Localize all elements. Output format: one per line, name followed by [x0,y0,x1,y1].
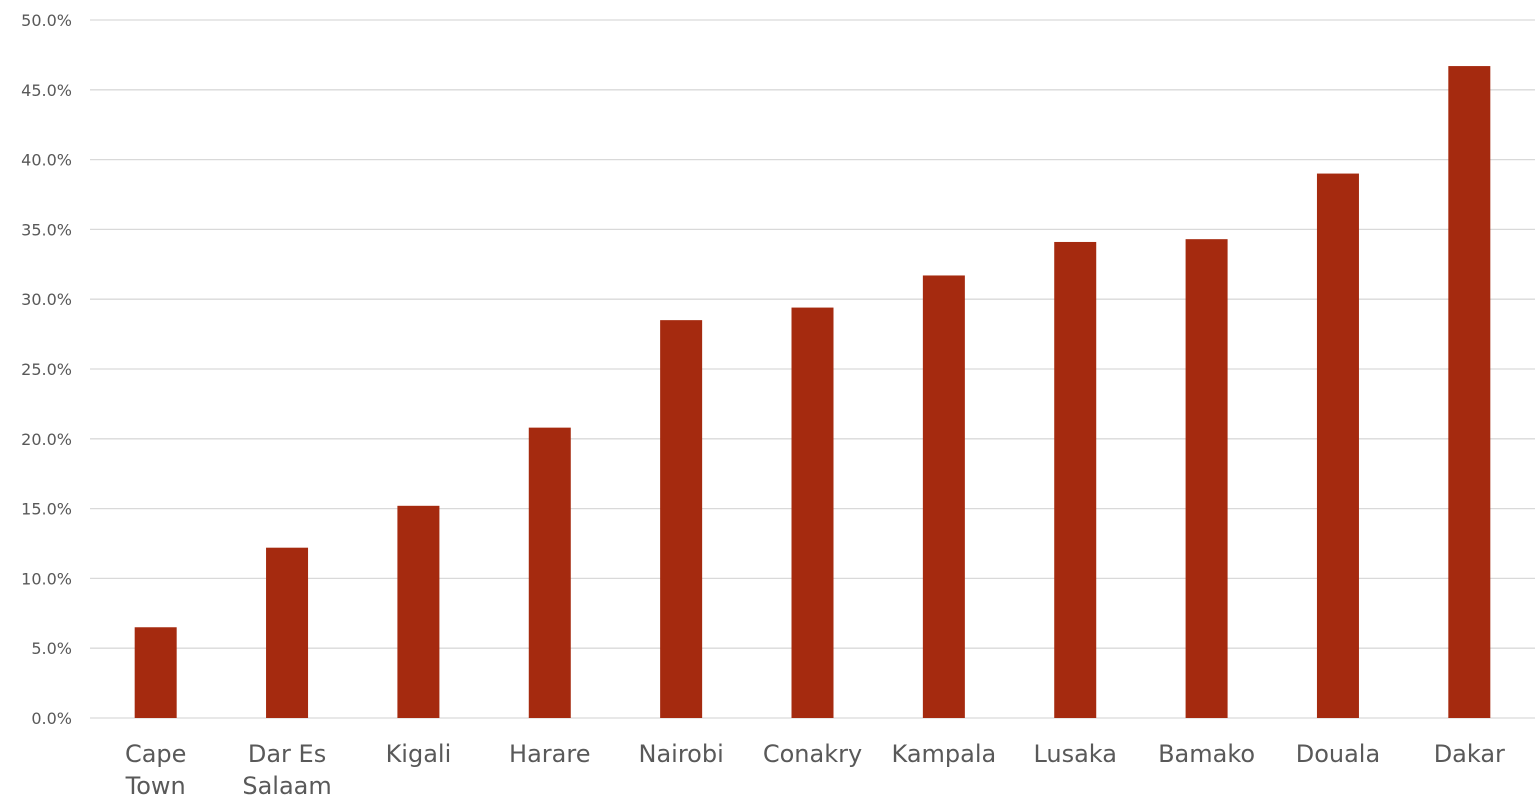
x-tick-label-line: Bamako [1158,740,1255,768]
x-tick-label: Douala [1296,740,1380,768]
bar [1185,239,1228,718]
bar [397,505,440,718]
y-tick-label: 5.0% [31,639,72,658]
y-tick-label: 20.0% [21,430,72,449]
x-tick-label: Conakry [763,740,862,768]
y-tick-label: 0.0% [31,709,72,728]
x-tick-label: Dar Es Salaam [242,740,331,800]
x-tick-label-line: Kampala [892,740,997,768]
x-tick-label: Lusaka [1033,740,1117,768]
x-tick-label-line: Cape [125,740,186,768]
y-tick-label: 25.0% [21,360,72,379]
x-tick-label: Cape Town [125,740,187,800]
x-tick-label: Kigali [386,740,452,768]
y-tick-label: 40.0% [21,151,72,170]
bar [660,320,703,718]
y-tick-label: 15.0% [21,500,72,519]
x-tick-label-line: Town [125,772,186,800]
bar [1448,66,1491,719]
x-tick-label-line: Dar Es [248,740,326,768]
x-tick-label-line: Salaam [242,772,331,800]
x-tick-label: Kampala [892,740,997,768]
x-tick-label-line: Lusaka [1033,740,1117,768]
y-tick-label: 35.0% [21,220,72,239]
bars [134,66,1491,719]
x-tick-label-line: Douala [1296,740,1380,768]
bar [922,275,965,718]
x-tick-label: Bamako [1158,740,1255,768]
y-tick-label: 30.0% [21,290,72,309]
bar [1054,241,1097,719]
bar [1316,173,1359,718]
y-tick-label: 45.0% [21,81,72,100]
bar [791,307,834,718]
x-axis-tick-labels: Cape Town Dar Es Salaam Kigali Harare Nairobi C… [125,740,1505,800]
y-tick-label: 10.0% [21,569,72,588]
y-axis-tick-labels: 0.0% 5.0% 10.0% 15.0% 20.0% 25.0% 30.0% 35.0% 40… [21,11,72,728]
bar [134,627,177,718]
bar [266,547,309,718]
x-tick-label-line: Conakry [763,740,862,768]
y-tick-label: 50.0% [21,11,72,30]
x-tick-label-line: Harare [509,740,590,768]
x-tick-label-line: Nairobi [639,740,724,768]
x-tick-label: Nairobi [639,740,724,768]
bar [528,427,571,718]
x-tick-label-line: Dakar [1434,740,1505,768]
x-tick-label: Dakar [1434,740,1505,768]
x-tick-label: Harare [509,740,590,768]
x-tick-label-line: Kigali [386,740,452,768]
